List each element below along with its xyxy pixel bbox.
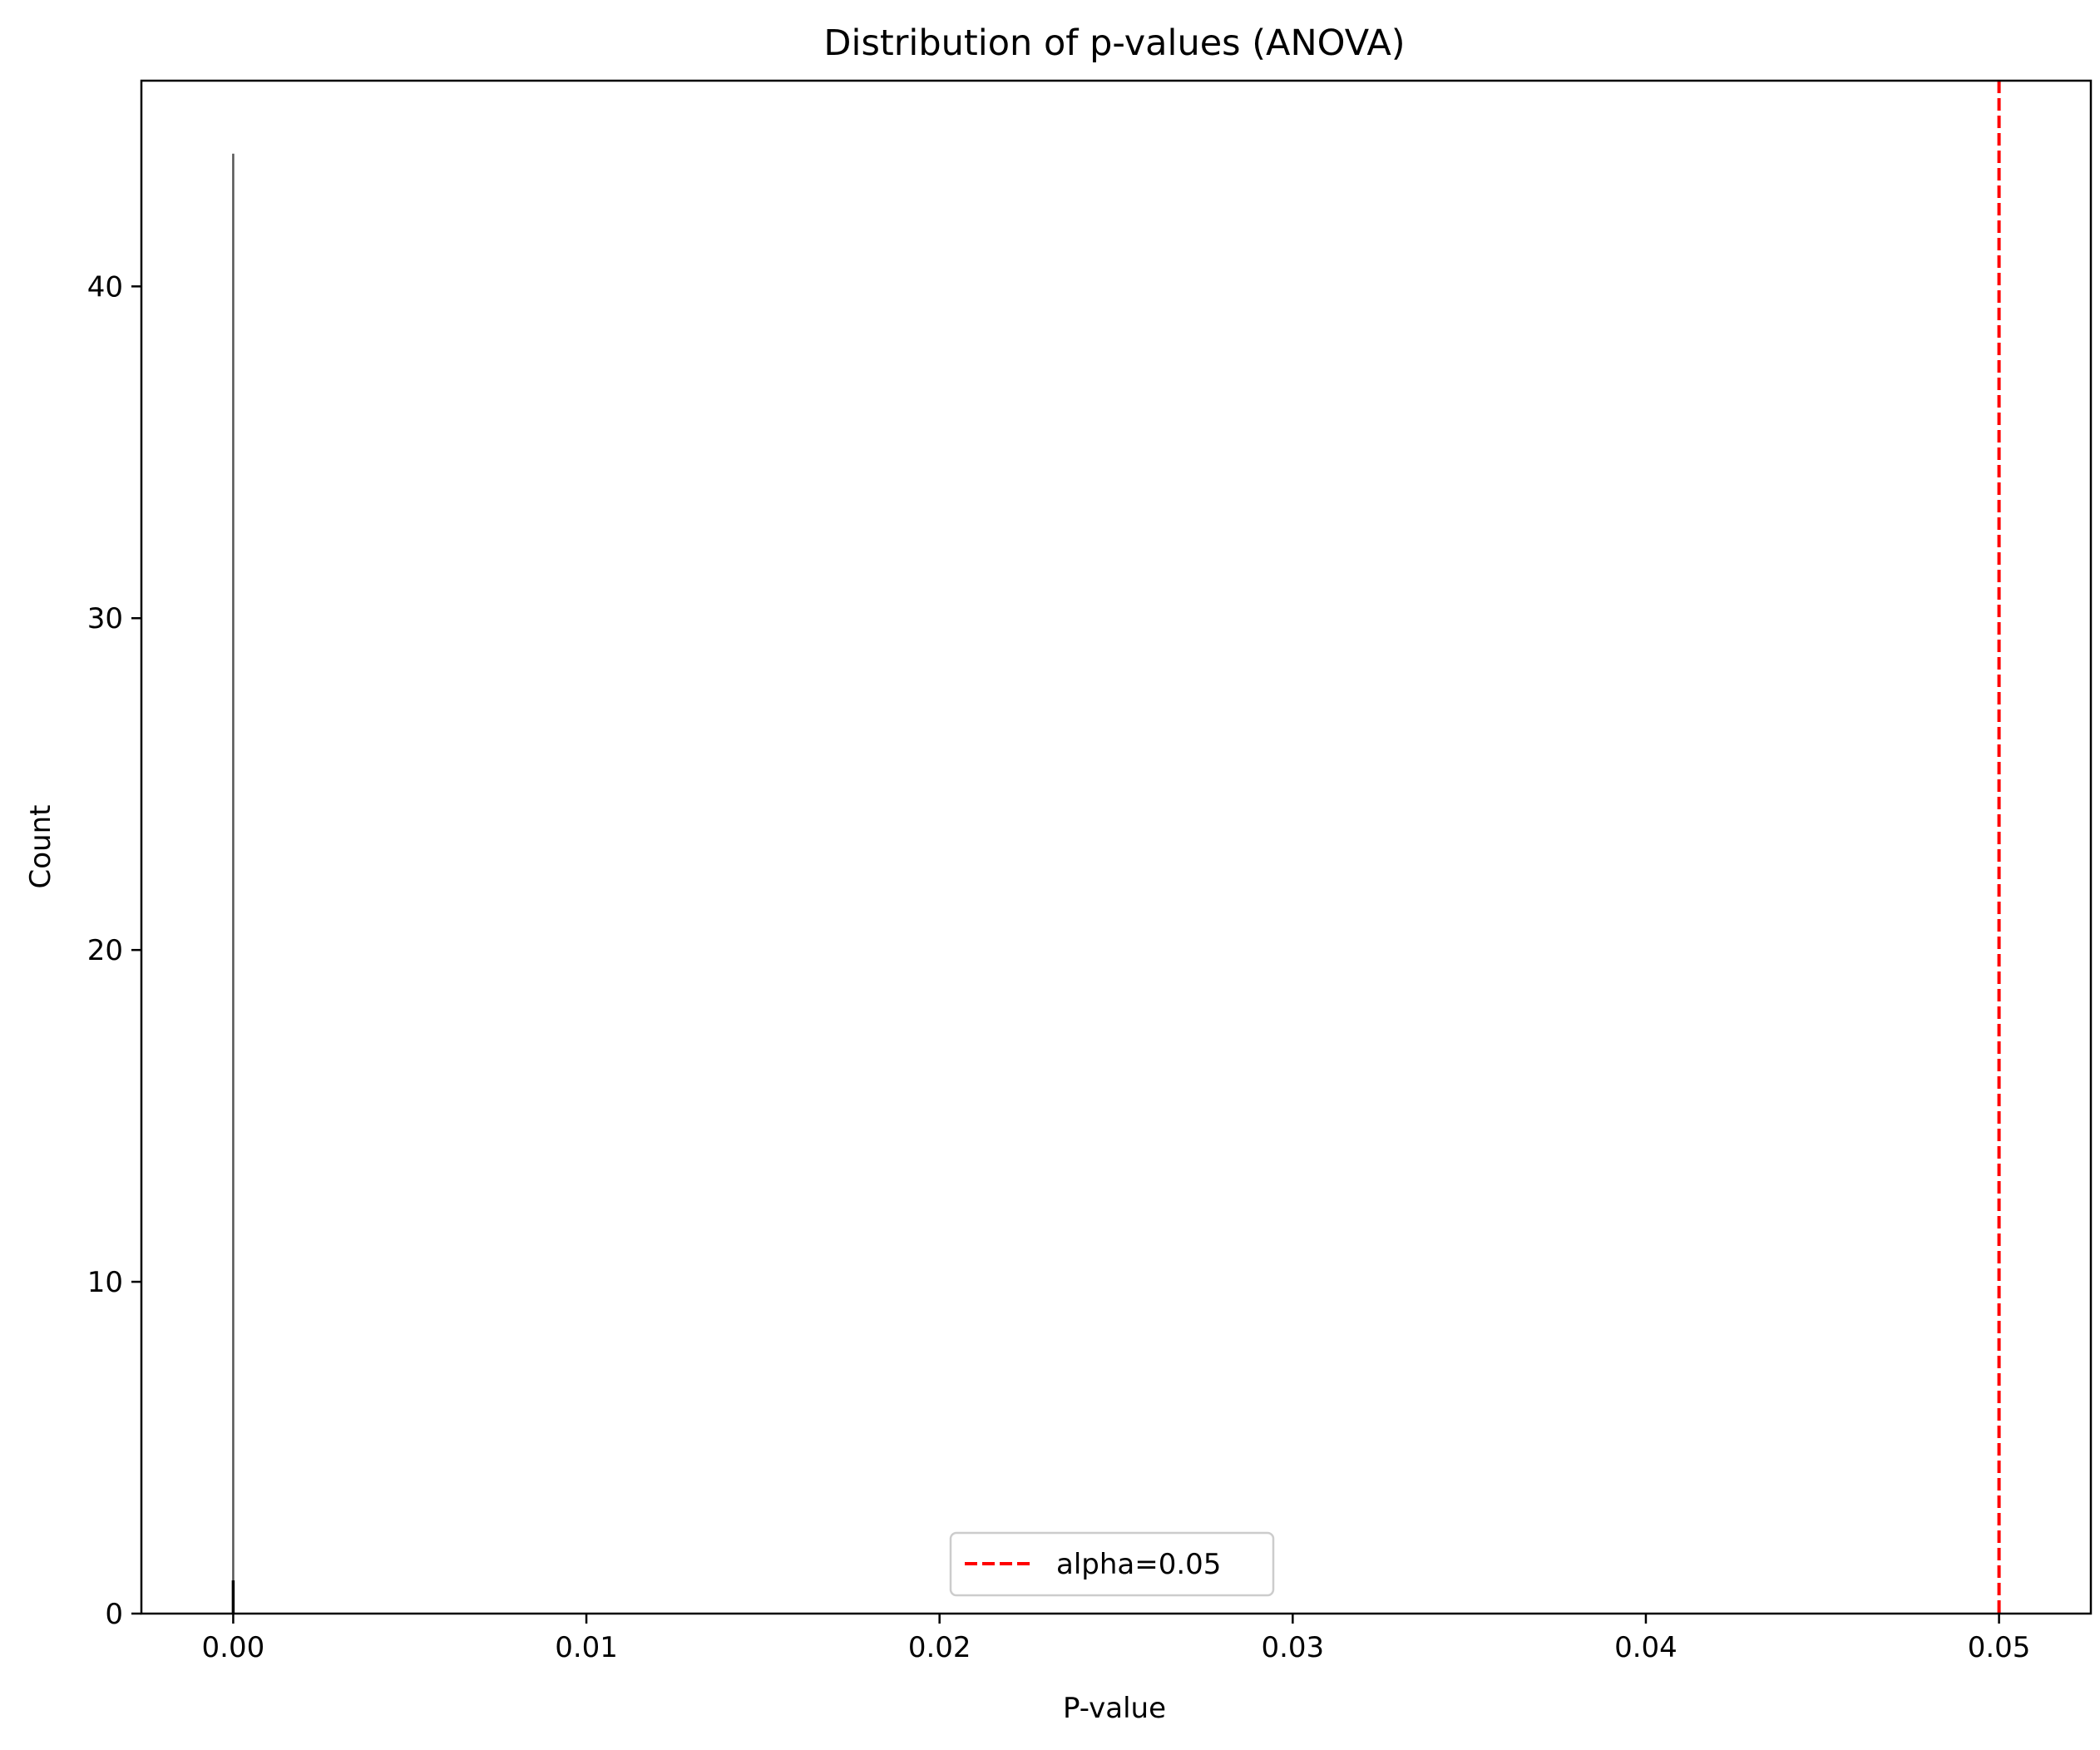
chart-title: Distribution of p-values (ANOVA) xyxy=(823,22,1405,64)
x-tick-label: 0.03 xyxy=(1261,1631,1324,1664)
plot-area xyxy=(231,81,2001,1614)
x-tick-label: 0.04 xyxy=(1614,1631,1678,1664)
y-axis-label: Count xyxy=(24,805,57,889)
legend-label-alpha: alpha=0.05 xyxy=(1056,1548,1221,1581)
x-tick-label: 0.00 xyxy=(202,1631,265,1664)
axis-ticks: 0.00 0.01 0.02 0.03 0.04 0.05 0 10 20 30 40 xyxy=(87,270,2031,1664)
y-tick-label: 40 xyxy=(87,270,123,304)
y-tick-label: 10 xyxy=(87,1266,123,1299)
legend: alpha=0.05 xyxy=(949,1531,1275,1597)
x-tick-label: 0.05 xyxy=(1968,1631,2031,1664)
y-tick-label: 0 xyxy=(105,1598,123,1631)
legend-box xyxy=(949,1531,1275,1597)
x-tick-label: 0.02 xyxy=(908,1631,971,1664)
x-axis-label: P-value xyxy=(1063,1692,1166,1725)
x-tick-label: 0.01 xyxy=(555,1631,618,1664)
y-tick-label: 20 xyxy=(87,934,123,967)
y-tick-label: 30 xyxy=(87,602,123,635)
plot-frame xyxy=(140,79,2093,1615)
